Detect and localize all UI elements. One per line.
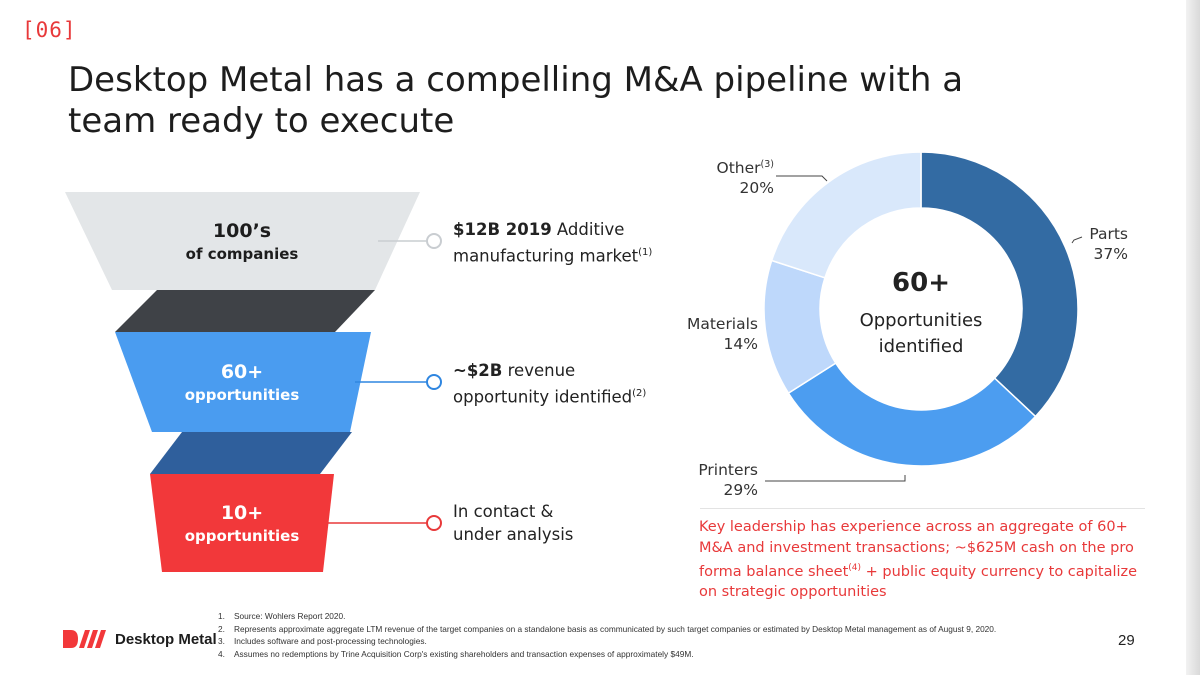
slice-name: Parts bbox=[1089, 225, 1128, 243]
slide-edge-shadow bbox=[1186, 0, 1200, 675]
callout-text: opportunity identified bbox=[453, 387, 633, 407]
funnel-stage-in-contact bbox=[150, 474, 334, 572]
page-number: 29 bbox=[1118, 632, 1135, 649]
footnote-ref: (2) bbox=[632, 388, 647, 399]
callout-bold: $12B 2019 bbox=[453, 220, 552, 239]
callout-contact: In contact & under analysis bbox=[453, 500, 573, 546]
footnote-ref: (1) bbox=[638, 247, 653, 258]
leadership-note: Key leadership has experience across an … bbox=[699, 517, 1139, 603]
callout-text: In contact & bbox=[453, 502, 554, 521]
funnel-stage-caption: of companies bbox=[185, 245, 299, 263]
footnote: 2. Represents approximate aggregate LTM r… bbox=[218, 623, 997, 634]
funnel-stage-value: 60+ bbox=[220, 361, 264, 383]
slice-name: Materials bbox=[686, 315, 758, 333]
donut-chart bbox=[763, 151, 1083, 482]
funnel-stage-companies bbox=[65, 192, 420, 290]
slice-name: Other bbox=[716, 159, 761, 178]
funnel-stage-label: 10+ opportunities bbox=[122, 502, 362, 545]
slice-label-materials: Materials 14% bbox=[672, 314, 758, 354]
slice-label-printers: Printers 29% bbox=[686, 460, 758, 500]
callout-dot-2 bbox=[426, 374, 442, 390]
slice-label-parts: Parts 37% bbox=[1078, 224, 1128, 264]
company-logo: Desktop Metal bbox=[63, 630, 217, 648]
slice-label-other: Other(3) 20% bbox=[712, 155, 774, 198]
callout-dot-3 bbox=[426, 515, 442, 531]
donut-center-label: Opportunities identified bbox=[859, 310, 983, 357]
funnel-stage-value: 10+ bbox=[220, 502, 264, 524]
callout-text: revenue bbox=[502, 361, 576, 380]
leader-line-other bbox=[776, 175, 828, 182]
footnote: 4. Assumes no redemptions by Trine Acquis… bbox=[218, 648, 694, 659]
desktop-metal-logo-icon bbox=[63, 630, 106, 648]
divider bbox=[700, 508, 1145, 509]
slice-value: 20% bbox=[739, 179, 774, 198]
callout-text: under analysis bbox=[453, 525, 574, 544]
slide-title: Desktop Metal has a compelling M&A pipel… bbox=[68, 60, 964, 141]
funnel-connector-1 bbox=[115, 290, 375, 332]
footnote: 3. Includes software and post-processing … bbox=[218, 636, 427, 646]
footnote-ref: (3) bbox=[760, 159, 774, 170]
donut-slice-parts bbox=[920, 151, 1079, 418]
callout-text: manufacturing market bbox=[453, 246, 639, 266]
note-text: Key leadership has experience across an … bbox=[699, 519, 1134, 580]
leader-line-parts bbox=[1071, 236, 1083, 244]
slice-name: Printers bbox=[698, 461, 758, 479]
funnel-stage-opportunities bbox=[115, 332, 371, 432]
callout-bold: ~$2B bbox=[453, 361, 503, 380]
slice-value: 29% bbox=[723, 481, 758, 499]
callout-text: Additive bbox=[551, 220, 625, 239]
funnel-graphic bbox=[65, 192, 442, 572]
funnel-stage-label: 100’s of companies bbox=[122, 220, 362, 263]
footnote-ref: (4) bbox=[848, 563, 862, 573]
leader-line-printers bbox=[765, 475, 906, 482]
donut-slice-other bbox=[770, 151, 922, 279]
slide-tag: [06] bbox=[22, 18, 77, 42]
funnel-connector-2 bbox=[150, 432, 352, 474]
logo-wordmark: Desktop Metal bbox=[115, 630, 217, 648]
callout-revenue: ~$2B revenue opportunity identified(2) bbox=[453, 359, 646, 409]
callout-market: $12B 2019 Additive manufacturing market(… bbox=[453, 218, 652, 268]
slice-value: 37% bbox=[1093, 245, 1128, 263]
note-text: + public equity currency to capitalize o… bbox=[699, 563, 1138, 601]
slice-value: 14% bbox=[723, 335, 758, 353]
funnel-stage-caption: opportunities bbox=[184, 386, 300, 404]
funnel-stage-caption: opportunities bbox=[184, 527, 300, 545]
footnote: 1. Source: Wohlers Report 2020. bbox=[218, 611, 346, 621]
donut-center-value: 60+ bbox=[892, 268, 950, 298]
funnel-stage-label: 60+ opportunities bbox=[122, 361, 362, 404]
funnel-stage-value: 100’s bbox=[212, 220, 272, 242]
donut-slice-printers bbox=[787, 362, 1037, 467]
footnotes: 1. Source: Wohlers Report 2020. 2. Represe… bbox=[218, 610, 996, 660]
callout-dot-1 bbox=[426, 233, 442, 249]
